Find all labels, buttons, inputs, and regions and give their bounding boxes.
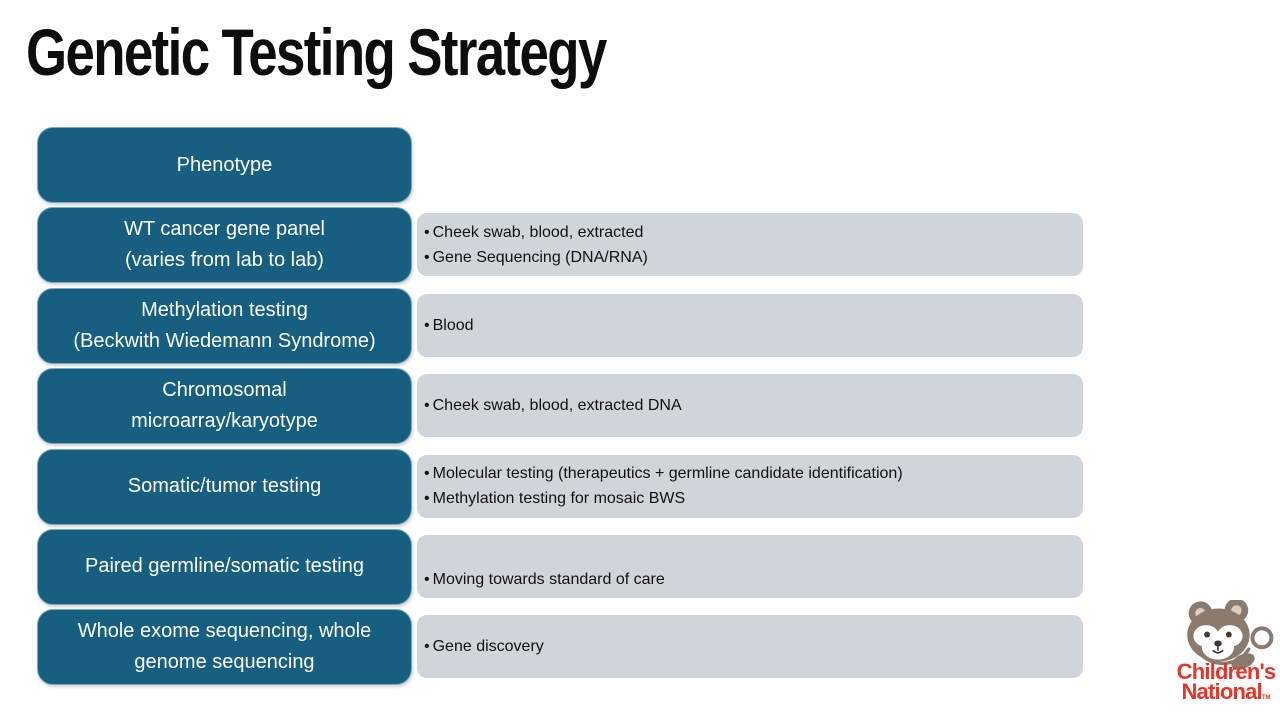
bullet-list: Gene discovery xyxy=(424,634,1073,659)
stage-box: Paired germline/somatic testing xyxy=(37,528,412,605)
detail-box: Molecular testing (therapeutics + germli… xyxy=(417,454,1083,518)
stage-label: Chromosomal microarray/karyotype xyxy=(131,379,318,433)
trademark-symbol: TM xyxy=(1261,695,1271,701)
detail-box: Gene discovery xyxy=(417,615,1083,679)
strategy-list: Phenotype WT cancer gene panel (varies f… xyxy=(0,127,1280,690)
stage-box: Methylation testing (Beckwith Wiedemann … xyxy=(37,287,412,364)
bullet-list: Moving towards standard of care xyxy=(424,567,1073,592)
page-title: Genetic Testing Strategy xyxy=(26,15,607,89)
stage-box: Somatic/tumor testing xyxy=(37,448,412,525)
strategy-row: Paired germline/somatic testing Moving t… xyxy=(0,528,1280,609)
bullet-item: Methylation testing for mosaic BWS xyxy=(424,486,1073,511)
stage-label: WT cancer gene panel (varies from lab to… xyxy=(124,218,325,272)
detail-box: Cheek swab, blood, extracted DNA xyxy=(417,374,1083,438)
bullet-item: Gene discovery xyxy=(424,634,1073,659)
detail-box: Moving towards standard of care xyxy=(417,534,1083,598)
detail-box: Blood xyxy=(417,293,1083,357)
stage-label: Whole exome sequencing, whole genome seq… xyxy=(77,620,372,674)
stage-box: Whole exome sequencing, whole genome seq… xyxy=(37,609,412,686)
logo-wordmark: Children's NationalTM xyxy=(1172,659,1280,708)
bullet-item: Gene Sequencing (DNA/RNA) xyxy=(424,245,1073,270)
bullet-item: Cheek swab, blood, extracted DNA xyxy=(424,393,1073,418)
strategy-row: WT cancer gene panel (varies from lab to… xyxy=(0,207,1280,287)
bullet-list: Cheek swab, blood, extracted DNA xyxy=(424,393,1073,418)
stage-label: Methylation testing (Beckwith Wiedemann … xyxy=(73,298,376,352)
bullet-list: Blood xyxy=(424,313,1073,338)
strategy-row: Methylation testing (Beckwith Wiedemann … xyxy=(0,287,1280,368)
bullet-item: Molecular testing (therapeutics + germli… xyxy=(424,461,1073,486)
strategy-row: Whole exome sequencing, whole genome seq… xyxy=(0,609,1280,689)
bullet-list: Cheek swab, blood, extractedGene Sequenc… xyxy=(424,220,1073,270)
stage-box: WT cancer gene panel (varies from lab to… xyxy=(37,207,412,284)
childrens-national-logo: Children's NationalTM xyxy=(1172,600,1280,718)
stage-label: Paired germline/somatic testing xyxy=(84,555,364,578)
bullet-item: Cheek swab, blood, extracted xyxy=(424,220,1073,245)
stage-label: Phenotype xyxy=(176,153,273,176)
stage-label: Somatic/tumor testing xyxy=(127,475,322,498)
stage-box: Phenotype xyxy=(37,127,412,203)
strategy-row: Chromosomal microarray/karyotype Cheek s… xyxy=(0,368,1280,448)
bullet-item: Moving towards standard of care xyxy=(424,567,1073,592)
strategy-row: Phenotype xyxy=(0,127,1280,207)
logo-line1: Children's xyxy=(1176,659,1277,684)
strategy-row: Somatic/tumor testing Molecular testing … xyxy=(0,448,1280,529)
logo-line2: National xyxy=(1181,679,1262,704)
teddy-bear-icon xyxy=(1187,600,1274,670)
detail-box: Cheek swab, blood, extractedGene Sequenc… xyxy=(417,213,1083,277)
bullet-list: Molecular testing (therapeutics + germli… xyxy=(424,461,1073,511)
bullet-item: Blood xyxy=(424,313,1073,338)
stage-box: Chromosomal microarray/karyotype xyxy=(37,368,412,445)
